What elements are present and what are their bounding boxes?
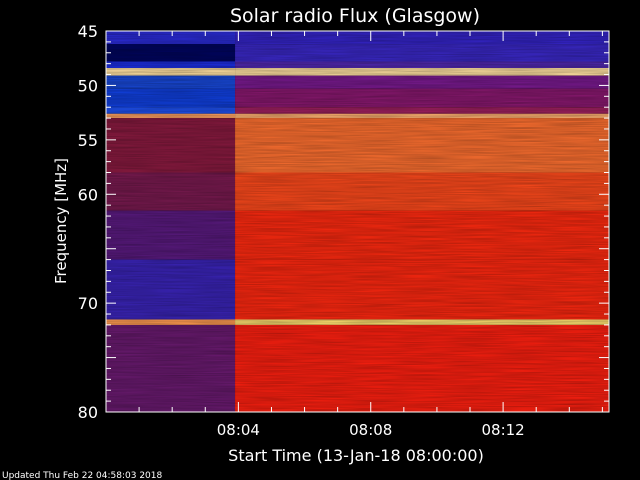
y-axis-label: Frequency [MHz] — [52, 158, 70, 284]
x-tick-label: 08:04 — [217, 421, 260, 439]
y-axis: 45 50 55 60 70 80 — [78, 22, 609, 422]
plot-frame — [105, 30, 610, 413]
y-tick-label: 50 — [78, 76, 98, 95]
y-tick-label: 45 — [78, 22, 98, 41]
chart-title: Solar radio Flux (Glasgow) — [230, 5, 480, 27]
x-tick-label: 08:08 — [349, 421, 392, 439]
x-axis: 08:04 08:08 08:12 — [105, 31, 603, 439]
y-tick-label: 70 — [78, 294, 98, 313]
y-tick-label: 60 — [78, 185, 98, 204]
y-tick-label: 80 — [78, 403, 98, 422]
noise-overlay — [106, 31, 609, 412]
x-tick-label: 08:12 — [481, 421, 524, 439]
x-axis-label: Start Time (13-Jan-18 08:00:00) — [228, 446, 484, 465]
y-tick-label: 55 — [78, 131, 98, 150]
footer-updated: Updated Thu Feb 22 04:58:03 2018 — [2, 471, 163, 480]
